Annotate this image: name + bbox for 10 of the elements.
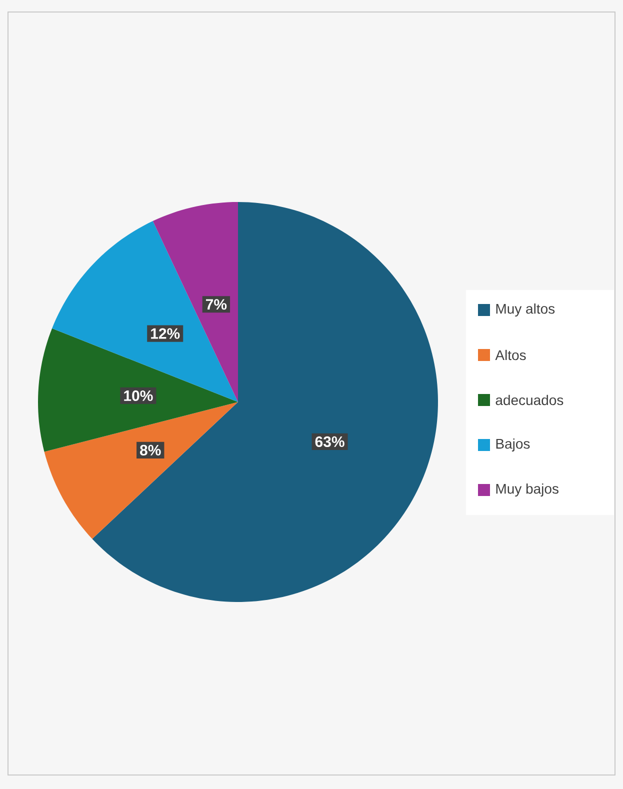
data-label: 10% <box>124 390 153 402</box>
legend-label: Muy bajos <box>496 483 558 497</box>
legend-label: adecuados <box>496 394 564 406</box>
legend-label: Bajos <box>496 438 530 452</box>
data-label: 7% <box>206 299 227 310</box>
legend-label: Altos <box>495 350 526 360</box>
data-label: 12% <box>151 328 180 339</box>
data-label: 8% <box>140 444 161 456</box>
data-label: 63% <box>315 436 344 448</box>
legend-label: Muy altos <box>496 303 555 317</box>
